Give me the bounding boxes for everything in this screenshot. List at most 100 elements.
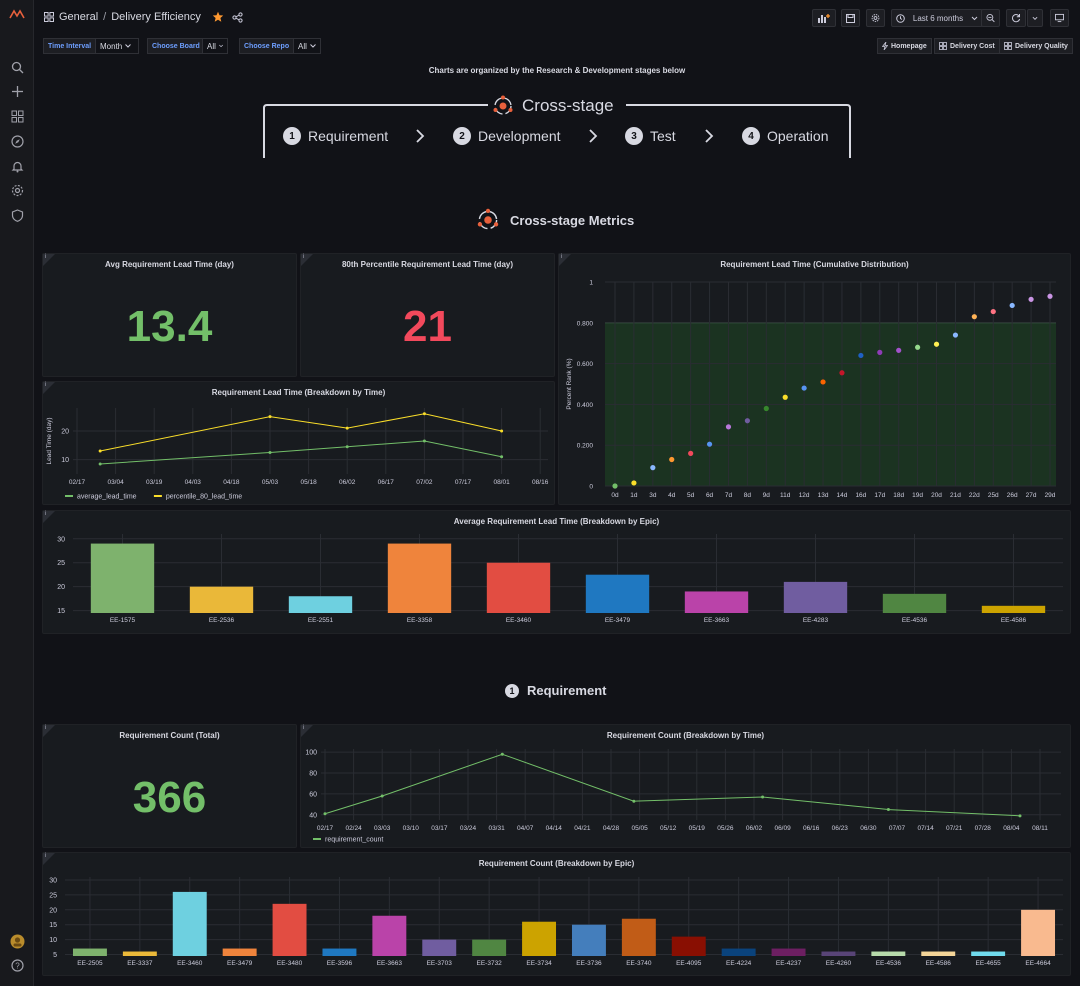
board-value: All: [207, 41, 216, 51]
gear-icon[interactable]: [9, 182, 25, 198]
zoom-out-button[interactable]: [981, 9, 1000, 27]
add-panel-button[interactable]: [812, 9, 836, 27]
bar-ee-4586: [981, 605, 1046, 613]
save-icon: [846, 13, 855, 23]
data-point-22d: [971, 314, 977, 320]
panel-info-icon[interactable]: i: [43, 254, 55, 266]
x-tick-label: 03/31: [488, 825, 505, 832]
refresh-button[interactable]: [1006, 9, 1026, 27]
settings-button[interactable]: [866, 9, 885, 27]
avatar[interactable]: [9, 933, 25, 949]
chevron-down-icon: [310, 44, 316, 48]
data-point-16d: [858, 352, 864, 359]
variables-bar: Time Interval Month Choose Board All Cho…: [34, 36, 1080, 56]
refresh-interval-dropdown[interactable]: [1027, 9, 1043, 27]
panel-requirement-count-by-time[interactable]: i Requirement Count (Breakdown by Time) …: [300, 724, 1071, 848]
data-point-18d: [896, 347, 902, 353]
panel-lead-time-by-time[interactable]: i Requirement Lead Time (Breakdown by Ti…: [42, 381, 555, 505]
panel-info-icon[interactable]: i: [301, 725, 313, 737]
x-tick-label: EE-3596: [327, 960, 353, 967]
star-icon[interactable]: [212, 11, 224, 23]
save-button[interactable]: [841, 9, 860, 27]
x-tick-label: 0d: [611, 492, 619, 499]
delivery-quality-link[interactable]: Delivery Quality: [999, 38, 1073, 54]
cross-stage-icon: [493, 95, 513, 115]
tv-mode-button[interactable]: [1050, 9, 1069, 27]
board-select[interactable]: All: [202, 38, 228, 54]
logo-icon[interactable]: [9, 6, 25, 22]
x-tick-label: EE-3479: [605, 617, 631, 624]
data-point-12d: [801, 385, 807, 391]
stage-step-test[interactable]: 3 Test: [625, 127, 676, 145]
lead-time-line-chart: 10 20 02/17 03/04 03/19 04/03 04/18 05/03 05/18 0…: [46, 408, 549, 501]
panel-requirement-count-by-epic[interactable]: i Requirement Count (Breakdown by Epic) …: [42, 852, 1071, 976]
stages-header: Cross-stage: [490, 94, 614, 118]
panel-info-icon[interactable]: i: [43, 725, 55, 737]
panel-requirement-count[interactable]: i Requirement Count (Total) 366: [42, 724, 297, 848]
help-icon[interactable]: ?: [9, 957, 25, 973]
panel-info-icon[interactable]: i: [43, 853, 55, 865]
bar-ee-3663: [372, 915, 407, 956]
data-point-29d: [1047, 293, 1053, 299]
panel-avg-lead-time[interactable]: i Avg Requirement Lead Time (day) 13.4: [42, 253, 297, 377]
stage-steps: 1 Requirement 2 Development 3 Test 4 Ope…: [283, 125, 843, 147]
plus-icon[interactable]: [9, 83, 25, 99]
panel-lead-time-by-epic[interactable]: i Average Requirement Lead Time (Breakdo…: [42, 510, 1071, 634]
x-tick-label: 05/03: [262, 479, 279, 486]
svg-text:?: ?: [15, 961, 20, 970]
x-tick-label: 13d: [818, 492, 829, 499]
panel-info-icon[interactable]: i: [301, 254, 313, 266]
stage-step-development[interactable]: 2 Development: [453, 127, 561, 145]
x-tick-label: 6d: [706, 492, 714, 499]
x-tick-label: EE-4586: [1001, 617, 1027, 624]
stages-diagram: [263, 104, 851, 158]
panel-lead-time-cdf[interactable]: i Requirement Lead Time (Cumulative Dist…: [558, 253, 1071, 505]
requirement-epic-bar-chart: 5 10 15 20 25 30 EE-2505 EE-3337 EE-3460 EE-3479 E…: [49, 877, 1063, 967]
breadcrumb-folder[interactable]: General: [59, 11, 99, 23]
x-tick-label: 20d: [931, 492, 942, 499]
data-point-6d: [706, 441, 713, 447]
stage-number: 4: [742, 127, 760, 145]
dashboard-grid-icon: [939, 42, 947, 50]
chevron-down-icon: [125, 44, 132, 48]
dashboards-icon[interactable]: [9, 108, 25, 124]
share-icon[interactable]: [232, 11, 243, 23]
search-icon[interactable]: [9, 59, 25, 75]
x-tick-label: 04/14: [546, 825, 563, 832]
y-tick-label: 10: [61, 457, 69, 464]
panel-p80-lead-time[interactable]: i 80th Percentile Requirement Lead Time …: [300, 253, 555, 377]
dashboard-title[interactable]: Delivery Efficiency: [111, 11, 201, 23]
x-tick-label: 9d: [763, 492, 771, 499]
panel-title: Requirement Count (Breakdown by Epic): [478, 859, 635, 868]
bar-ee-3736: [571, 924, 606, 956]
stage-step-requirement[interactable]: 1 Requirement: [283, 127, 388, 145]
data-point: [345, 426, 349, 430]
x-tick-label: EE-3703: [427, 960, 453, 967]
x-tick-label: 02/17: [69, 479, 86, 486]
x-tick-label: EE-4536: [902, 617, 928, 624]
panel-info-icon[interactable]: i: [43, 382, 55, 394]
x-tick-label: EE-2551: [308, 617, 334, 624]
x-tick-label: 04/03: [185, 479, 202, 486]
delivery-cost-link[interactable]: Delivery Cost: [934, 38, 1000, 54]
repo-select[interactable]: All: [293, 38, 321, 54]
time-interval-select[interactable]: Month: [95, 38, 139, 54]
data-point: [268, 450, 272, 454]
x-tick-label: 04/07: [517, 825, 534, 832]
bell-icon[interactable]: [9, 158, 25, 174]
panel-info-icon[interactable]: i: [559, 254, 571, 266]
requirement-count-line-chart: 40 60 80 100 02/17 02/24 03/03 03/10 03/17 03/24 0…: [305, 749, 1061, 844]
settings-gear-icon: [871, 14, 880, 22]
stage-step-operation[interactable]: 4 Operation: [742, 127, 828, 145]
homepage-link[interactable]: Homepage: [877, 38, 932, 54]
panel-info-icon[interactable]: i: [43, 511, 55, 523]
cdf-chart: 0 0.200 0.400 0.600 0.800 1 0d 1d 3d 4d 5d 6d 7d 8d 9d…: [566, 280, 1056, 499]
explore-icon[interactable]: [9, 133, 25, 149]
bar-ee-4664: [1021, 909, 1056, 956]
shield-icon[interactable]: [9, 207, 25, 223]
bar-ee-3734: [522, 921, 557, 956]
x-tick-label: EE-3736: [576, 960, 602, 967]
stage-number: 2: [453, 127, 471, 145]
bar-ee-4260: [821, 951, 856, 956]
time-range-picker[interactable]: Last 6 months: [891, 9, 983, 27]
